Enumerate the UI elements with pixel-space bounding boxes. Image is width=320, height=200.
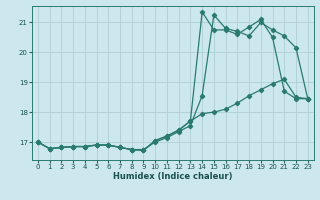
X-axis label: Humidex (Indice chaleur): Humidex (Indice chaleur) <box>113 172 233 181</box>
